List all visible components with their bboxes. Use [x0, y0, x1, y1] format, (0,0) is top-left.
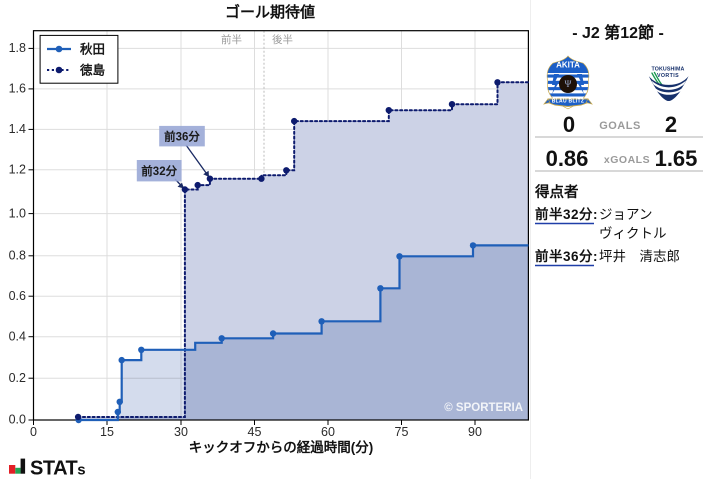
- svg-text:坪井 清志郎: 坪井 清志郎: [599, 249, 680, 264]
- svg-text:0.0: 0.0: [9, 413, 26, 427]
- svg-text:90: 90: [468, 425, 482, 439]
- svg-text:秋田: 秋田: [80, 42, 105, 57]
- svg-text:0: 0: [30, 425, 37, 439]
- svg-text:1.8: 1.8: [9, 41, 26, 55]
- svg-text:1.65: 1.65: [655, 146, 698, 171]
- svg-text:1.4: 1.4: [9, 122, 26, 136]
- svg-text:- J2 第12節 -: - J2 第12節 -: [572, 23, 664, 42]
- svg-text:前32分: 前32分: [141, 164, 177, 178]
- svg-text:15: 15: [100, 425, 114, 439]
- svg-text:徳島: 徳島: [79, 63, 106, 78]
- svg-text:xGOALS: xGOALS: [604, 154, 650, 166]
- svg-text:1.0: 1.0: [9, 206, 26, 220]
- svg-text:前半: 前半: [221, 33, 242, 46]
- svg-text:TOKUSHIMA: TOKUSHIMA: [652, 67, 685, 73]
- svg-text:1.6: 1.6: [9, 82, 26, 96]
- svg-text:前36分: 前36分: [164, 130, 200, 144]
- svg-text:ヴィクトル: ヴィクトル: [599, 225, 667, 241]
- svg-text:75: 75: [395, 425, 409, 439]
- svg-text:60: 60: [321, 425, 335, 439]
- svg-text:GOALS: GOALS: [599, 120, 641, 132]
- svg-text:ゴール期待値: ゴール期待値: [225, 3, 315, 21]
- svg-text:30: 30: [174, 425, 188, 439]
- svg-text:0: 0: [563, 112, 575, 137]
- svg-text:45: 45: [248, 425, 262, 439]
- svg-text:AKITA: AKITA: [556, 61, 580, 70]
- svg-text:STATs: STATs: [30, 458, 85, 479]
- svg-text:0.4: 0.4: [9, 329, 26, 343]
- svg-text:0.8: 0.8: [9, 249, 26, 263]
- svg-text:キックオフからの経過時間(分): キックオフからの経過時間(分): [189, 439, 374, 455]
- svg-text:0.6: 0.6: [9, 289, 26, 303]
- svg-text:前半32分:: 前半32分:: [535, 206, 598, 222]
- svg-text:1.2: 1.2: [9, 163, 26, 177]
- svg-text:前半36分:: 前半36分:: [535, 248, 598, 264]
- svg-text:VORTIS: VORTIS: [657, 73, 679, 79]
- svg-text:© SPORTERIA: © SPORTERIA: [444, 402, 523, 414]
- svg-text:後半: 後半: [272, 33, 293, 46]
- svg-text:0.86: 0.86: [546, 146, 589, 171]
- svg-text:Ψ: Ψ: [565, 79, 572, 89]
- svg-text:2: 2: [665, 112, 677, 137]
- svg-text:ジョアン: ジョアン: [599, 207, 652, 222]
- svg-text:0.2: 0.2: [9, 371, 26, 385]
- svg-text:得点者: 得点者: [534, 183, 579, 201]
- svg-text:BLAU BLITZ: BLAU BLITZ: [552, 99, 584, 105]
